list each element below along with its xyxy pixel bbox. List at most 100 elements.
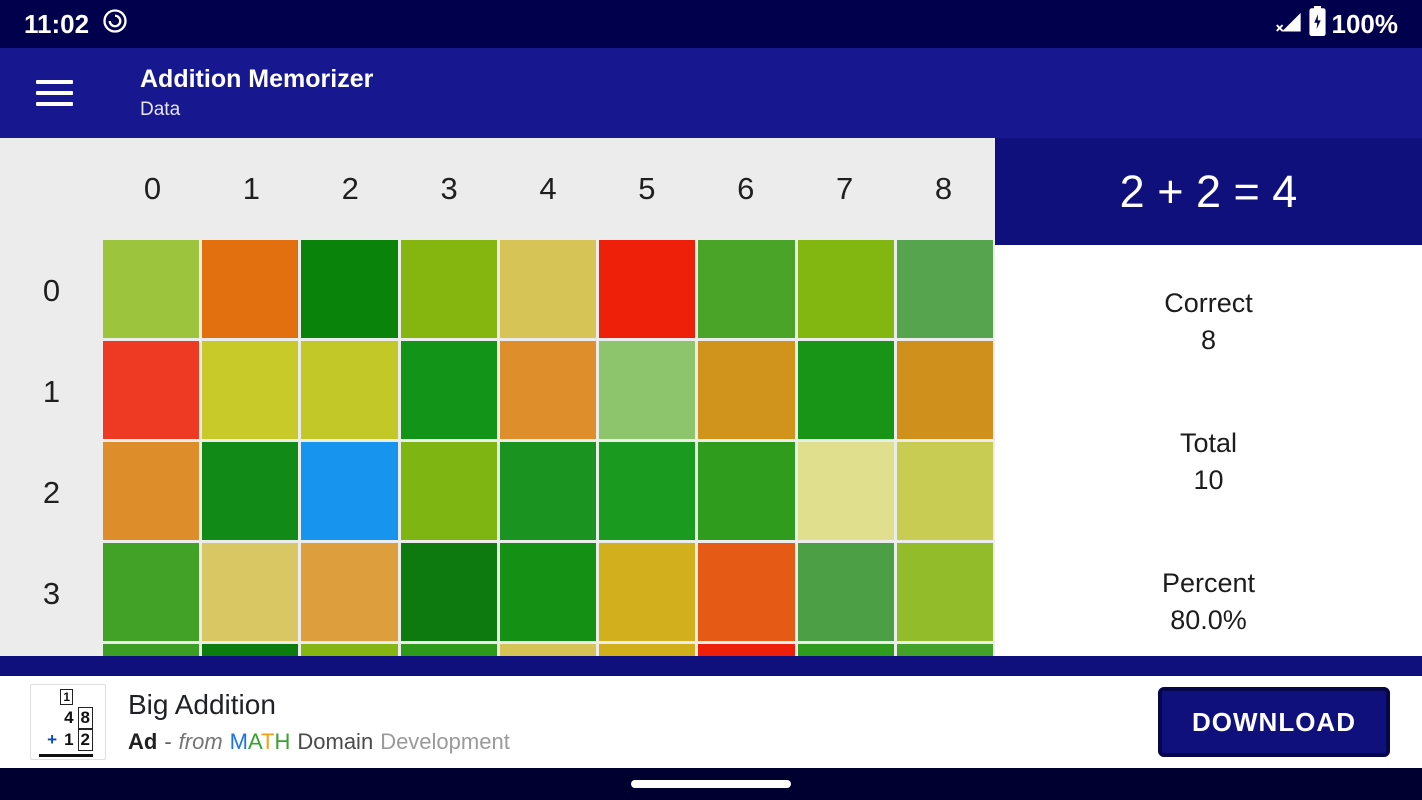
stat-block: Percent 80.0% xyxy=(1162,565,1255,639)
grid-cell[interactable] xyxy=(400,543,497,641)
grid-cell[interactable] xyxy=(896,240,993,338)
grid-cell[interactable] xyxy=(202,543,299,641)
grid-cell[interactable] xyxy=(499,442,597,540)
grid-cell[interactable] xyxy=(599,240,696,338)
grid-col-header: 4 xyxy=(539,171,557,206)
grid-cell[interactable] xyxy=(797,442,894,540)
equation-display: 2 + 2 = 4 xyxy=(995,138,1422,245)
ad-from-text: from xyxy=(178,729,223,754)
stat-value: 80.0% xyxy=(1170,605,1247,635)
grid-row-headers: 0 1 2 3 xyxy=(0,240,103,644)
home-indicator[interactable] xyxy=(631,780,791,788)
grid-cell[interactable] xyxy=(599,341,696,439)
grid-row-header: 2 xyxy=(42,474,61,510)
grid-cell[interactable] xyxy=(400,442,497,540)
grid-col-header: 3 xyxy=(440,171,458,206)
grid-cell[interactable] xyxy=(698,442,795,540)
grid-cell[interactable] xyxy=(400,341,497,439)
grid-cell[interactable] xyxy=(103,240,200,338)
grid-cell[interactable] xyxy=(103,442,200,540)
grid-cell[interactable] xyxy=(301,240,398,338)
app-notification-icon xyxy=(101,7,129,42)
grid-cell[interactable] xyxy=(301,543,398,641)
ad-icon-digit: 2 xyxy=(77,728,93,751)
stat-value: 8 xyxy=(1200,325,1216,355)
status-bar: 11:02 100% xyxy=(0,0,1422,48)
ad-icon-digit: 1 xyxy=(64,729,74,749)
grid-cell[interactable] xyxy=(499,341,597,439)
grid-cell[interactable] xyxy=(797,240,894,338)
grid-cell[interactable] xyxy=(202,341,299,439)
grid-cell[interactable] xyxy=(698,341,795,439)
ad-brand-letter: H xyxy=(274,729,291,754)
stat-label: Percent xyxy=(1161,568,1256,598)
ad-banner[interactable]: 1 4 8 + 1 2 Big Addition Ad - from MATH … xyxy=(0,676,1422,768)
grid-cell[interactable] xyxy=(400,240,497,338)
grid-cell[interactable] xyxy=(896,543,993,641)
page-title: Addition Memorizer xyxy=(140,65,374,93)
ad-app-icon[interactable]: 1 4 8 + 1 2 xyxy=(30,684,106,760)
navigation-bar xyxy=(0,768,1422,800)
grid-row-header: 3 xyxy=(42,575,61,611)
signal-icon xyxy=(1275,7,1303,42)
stat-label: Correct xyxy=(1164,288,1253,318)
grid-cell[interactable] xyxy=(301,341,398,439)
ad-brand: MATH xyxy=(230,729,291,755)
ad-icon-digit: 8 xyxy=(77,706,93,729)
grid-cell[interactable] xyxy=(499,543,597,641)
grid-col-header: 0 xyxy=(143,171,162,206)
ad-brand-letter: A xyxy=(247,729,262,754)
stats-panel: 2 + 2 = 4 Correct 8 Total 10 Percent 80.0% xyxy=(995,138,1422,660)
ad-icon-carry: 1 xyxy=(60,688,73,705)
grid-cell[interactable] xyxy=(797,341,894,439)
grid-cell[interactable] xyxy=(202,442,299,540)
clock: 11:02 xyxy=(24,8,90,39)
battery-icon xyxy=(1308,5,1326,43)
page-subtitle: Data xyxy=(140,99,181,120)
grid-col-header: 7 xyxy=(836,171,854,206)
grid-cell[interactable] xyxy=(301,442,398,540)
grid-cell[interactable] xyxy=(599,442,696,540)
grid-col-header: 8 xyxy=(934,171,953,206)
stat-block: Correct 8 xyxy=(1164,285,1253,359)
grid-cell[interactable] xyxy=(202,240,299,338)
grid-cell[interactable] xyxy=(599,543,696,641)
stat-label: Total xyxy=(1179,428,1238,458)
grid-col-headers: 0 1 2 3 4 5 6 7 8 xyxy=(103,138,993,240)
ad-brand-letter: M xyxy=(229,729,248,754)
grid-col-header: 5 xyxy=(638,171,656,206)
grid-col-header: 1 xyxy=(242,171,260,206)
ad-icon-sum-line xyxy=(39,753,93,757)
battery-percent: 100% xyxy=(1331,8,1399,39)
ad-brand-word2: Domain xyxy=(297,729,374,754)
stat-value: 10 xyxy=(1193,465,1224,495)
ad-brand-letter: T xyxy=(261,729,275,754)
grid-cell[interactable] xyxy=(797,543,894,641)
plus-icon: + xyxy=(47,729,58,749)
results-grid: 0 1 2 3 4 5 6 7 8 0 1 2 3 xyxy=(0,138,995,660)
grid-cell[interactable] xyxy=(896,341,993,439)
download-button[interactable]: DOWNLOAD xyxy=(1158,687,1390,757)
ad-text[interactable]: Big Addition Ad - from MATH Domain Devel… xyxy=(128,689,1158,755)
grid-col-header: 6 xyxy=(737,171,755,206)
grid-cell[interactable] xyxy=(103,543,200,641)
grid-cell[interactable] xyxy=(698,543,795,641)
ad-icon-digit: 4 xyxy=(64,707,74,727)
app-bar: Addition Memorizer Data xyxy=(0,48,1422,138)
grid-cell[interactable] xyxy=(896,442,993,540)
ad-separator: - xyxy=(164,729,172,754)
menu-icon[interactable] xyxy=(36,80,73,106)
stat-block: Total 10 xyxy=(1180,425,1237,499)
main-content: 0 1 2 3 4 5 6 7 8 0 1 2 3 2 + 2 = 4 Correct 8 Total 10… xyxy=(0,138,1422,660)
grid-row-header: 1 xyxy=(42,373,61,409)
ad-title[interactable]: Big Addition xyxy=(128,689,276,720)
grid-cell[interactable] xyxy=(499,240,597,338)
grid-col-header: 2 xyxy=(341,171,359,206)
ad-subtitle: Ad - from MATH Domain Development xyxy=(128,729,1158,755)
ad-top-border xyxy=(0,656,1422,676)
grid-cell[interactable] xyxy=(103,341,200,439)
grid-cell[interactable] xyxy=(698,240,795,338)
ad-badge: Ad xyxy=(128,729,158,754)
grid-row-header: 0 xyxy=(42,272,61,308)
